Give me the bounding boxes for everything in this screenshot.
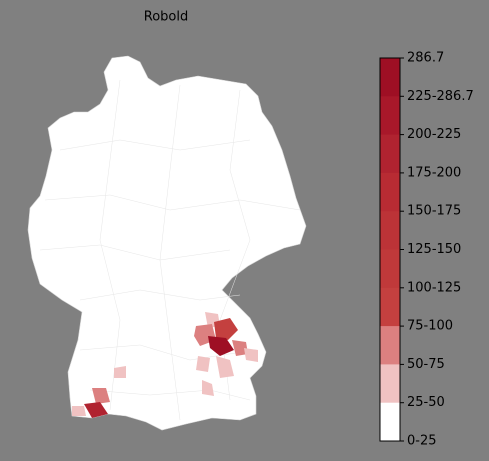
colorbar-label: 175-200 [407, 165, 461, 180]
colorbar-segment [380, 402, 400, 442]
map-title: Robold [144, 10, 188, 25]
colorbar-label: 75-100 [407, 319, 453, 334]
highlighted-districts [72, 312, 258, 418]
colorbar-segment [380, 326, 400, 365]
colorbar-label: 200-225 [407, 127, 461, 142]
colorbar-label: 150-175 [407, 204, 461, 219]
colorbar-label: 25-50 [407, 395, 445, 410]
colorbar-label: 0-25 [407, 434, 437, 449]
colorbar-segment [380, 249, 400, 289]
country-outline [27, 55, 307, 431]
colorbar-label: 125-150 [407, 242, 461, 257]
colorbar-segment [380, 364, 400, 404]
germany-map [27, 55, 307, 431]
colorbar-segment [380, 287, 400, 327]
colorbar: 286.7 225-286.7 200-225 175-200 150-175 125-1… [379, 51, 474, 449]
colorbar-label: 225-286.7 [407, 89, 474, 104]
colorbar-segment [380, 96, 400, 136]
colorbar-label: 50-75 [407, 357, 445, 372]
colorbar-label: 100-125 [407, 280, 461, 295]
colorbar-segment [380, 134, 400, 174]
district-borders [39, 79, 301, 421]
colorbar-segment [380, 58, 400, 97]
colorbar-segment [380, 172, 400, 212]
colorbar-label: 286.7 [407, 51, 444, 66]
colorbar-segment [380, 211, 400, 250]
